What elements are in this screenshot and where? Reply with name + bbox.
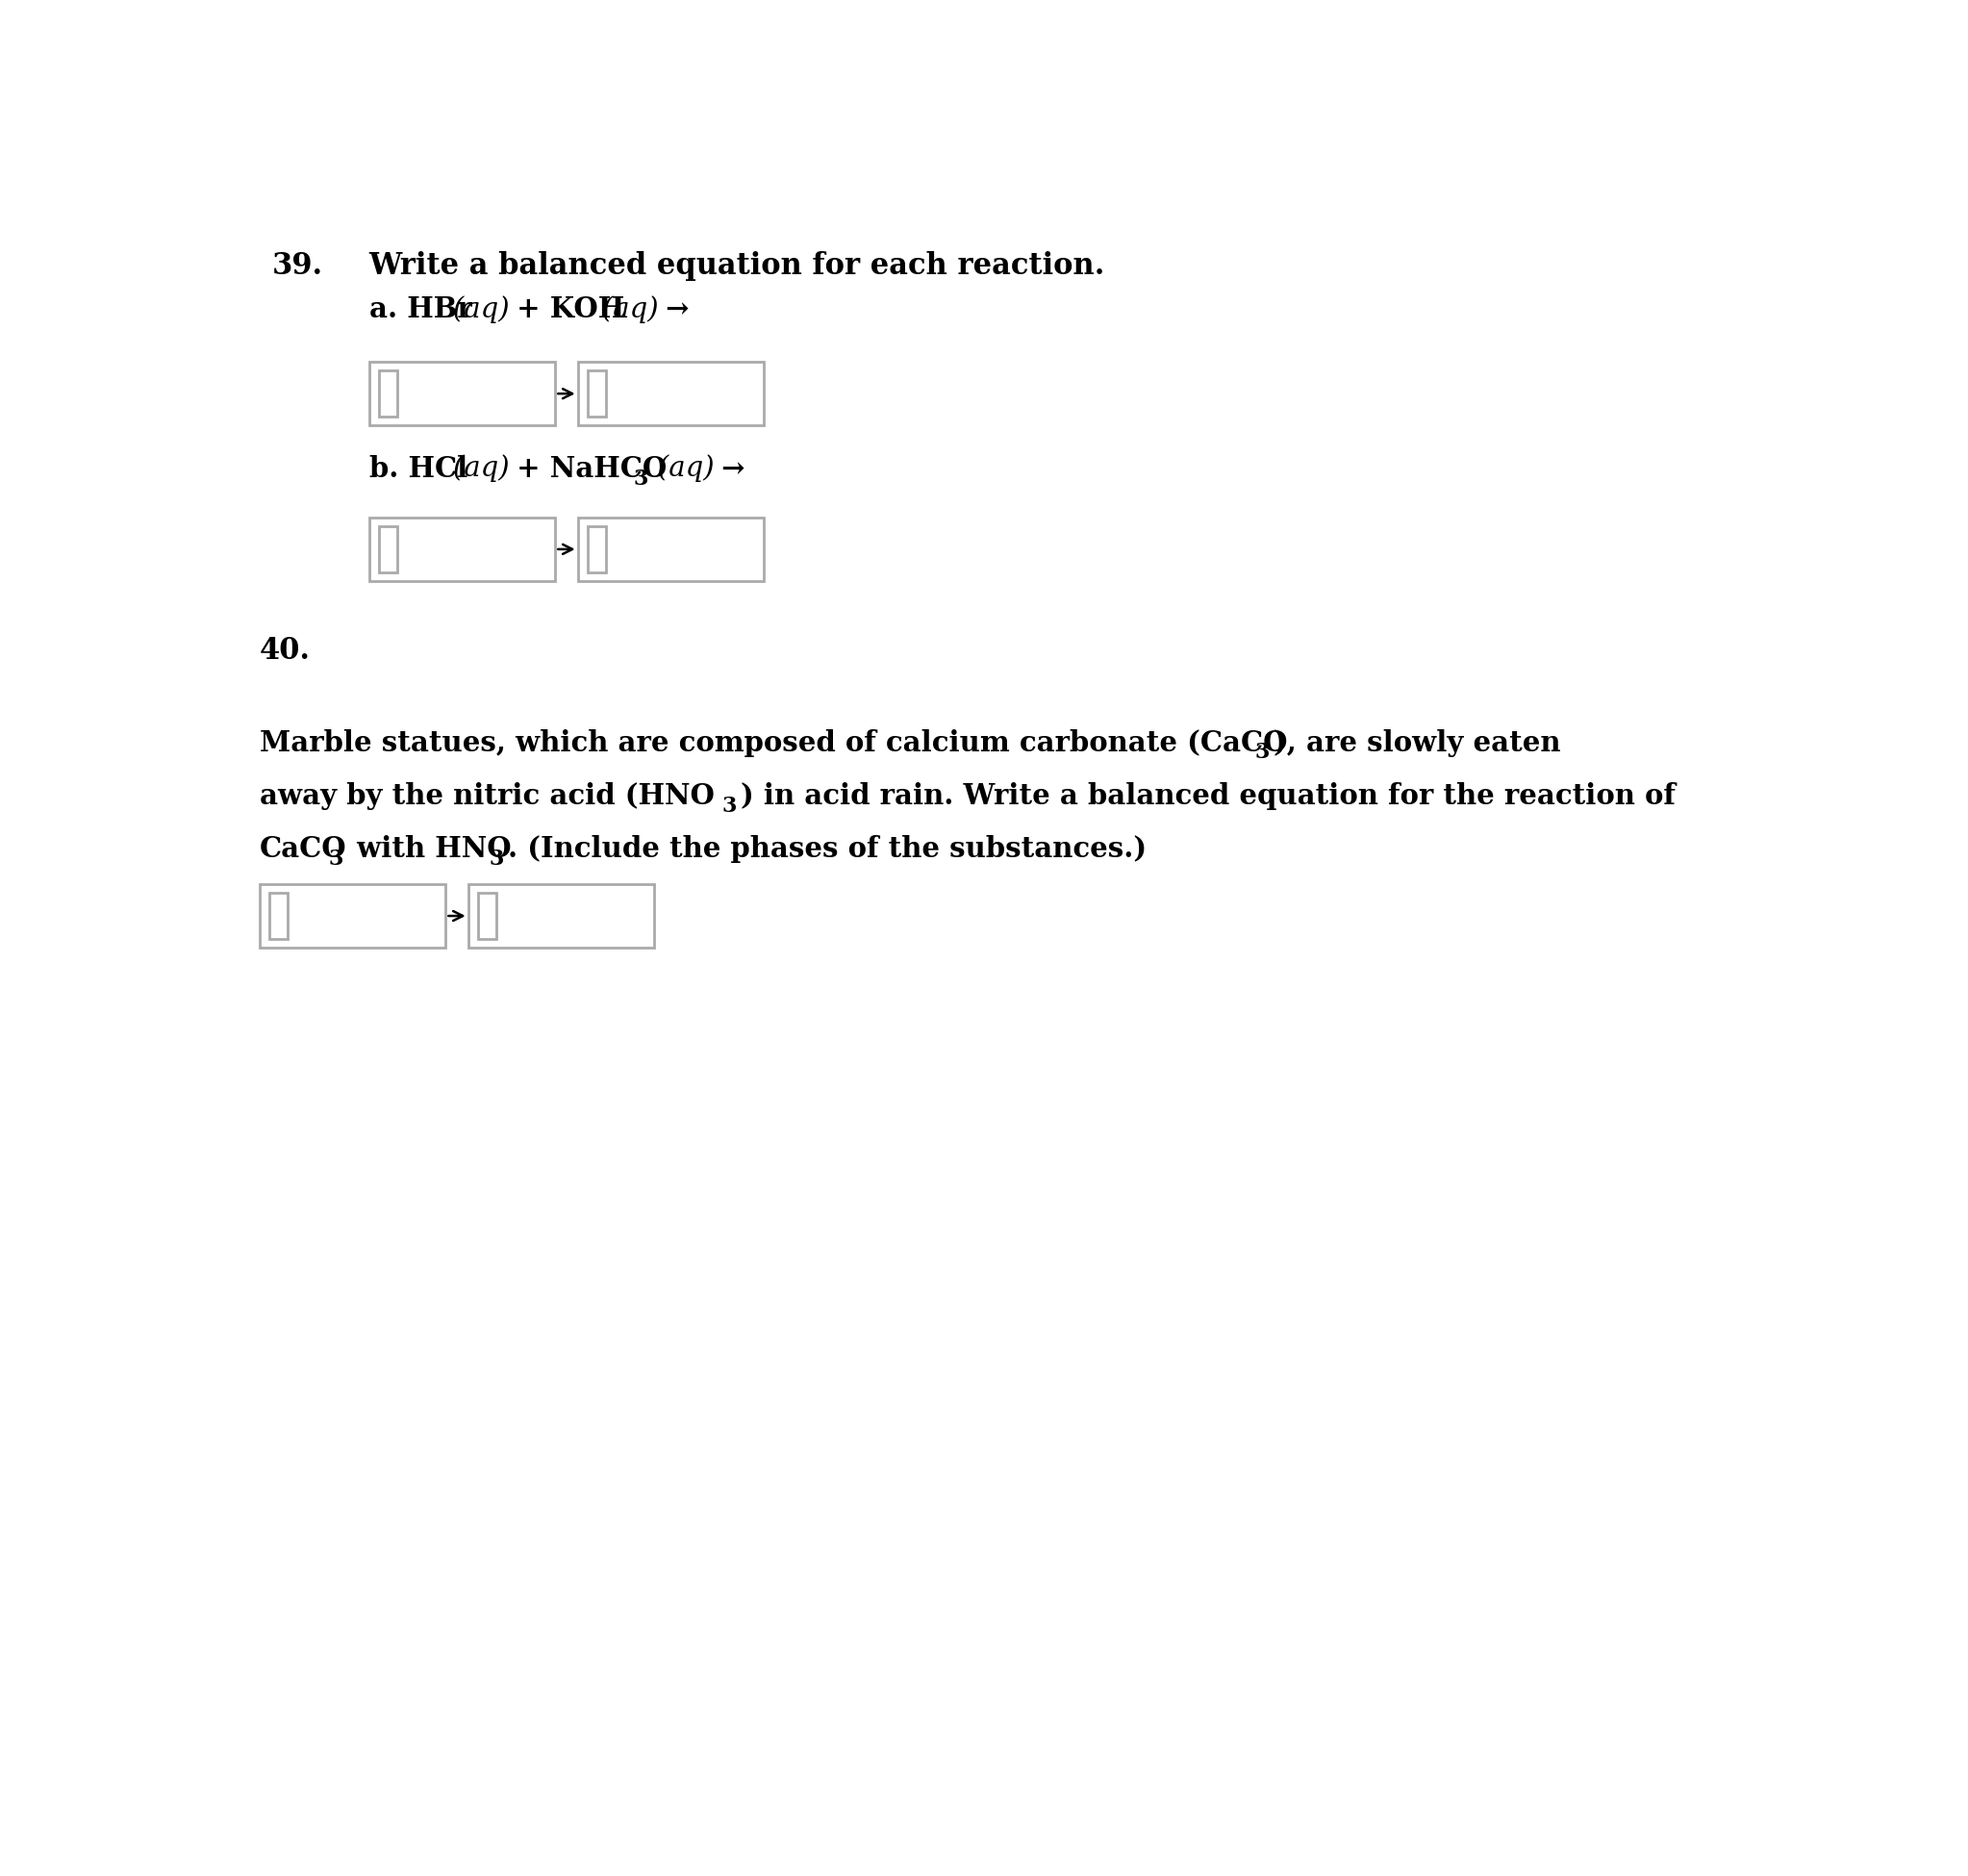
Text: (aq): (aq) (447, 296, 510, 323)
Text: 3: 3 (1256, 743, 1269, 764)
Text: with HNO: with HNO (348, 835, 512, 863)
Text: b. HCl: b. HCl (370, 454, 466, 482)
Text: 40.: 40. (260, 636, 311, 666)
Text: away by the nitric acid (HNO: away by the nitric acid (HNO (260, 782, 714, 810)
Text: . (Include the phases of the substances.): . (Include the phases of the substances.… (508, 835, 1147, 863)
Bar (370, 362, 555, 426)
Bar (378, 527, 398, 572)
Text: 39.: 39. (272, 251, 323, 281)
Text: + KOH: + KOH (508, 296, 624, 323)
Text: (aq): (aq) (596, 296, 659, 323)
Text: 3: 3 (329, 848, 344, 870)
Bar (586, 527, 606, 572)
Text: ), are slowly eaten: ), are slowly eaten (1273, 730, 1561, 756)
Text: (aq): (aq) (651, 454, 714, 482)
Bar (468, 884, 655, 947)
Text: (aq): (aq) (447, 454, 510, 482)
Text: CaCO: CaCO (260, 835, 346, 863)
Text: →: → (712, 454, 746, 482)
Bar (579, 518, 764, 582)
Bar (260, 884, 447, 947)
Text: Write a balanced equation for each reaction.: Write a balanced equation for each react… (370, 251, 1106, 281)
Bar (586, 371, 606, 416)
Bar (478, 893, 496, 938)
Text: a. HBr: a. HBr (370, 296, 472, 323)
Bar (579, 362, 764, 426)
Text: →: → (655, 296, 689, 323)
Bar (378, 371, 398, 416)
Bar (370, 518, 555, 582)
Text: ) in acid rain. Write a balanced equation for the reaction of: ) in acid rain. Write a balanced equatio… (740, 782, 1675, 810)
Text: 3: 3 (634, 469, 647, 490)
Text: + NaHCO: + NaHCO (508, 454, 667, 482)
Text: 3: 3 (488, 848, 504, 870)
Bar (270, 893, 287, 938)
Text: 3: 3 (722, 795, 736, 816)
Text: Marble statues, which are composed of calcium carbonate (CaCO: Marble statues, which are composed of ca… (260, 730, 1287, 756)
